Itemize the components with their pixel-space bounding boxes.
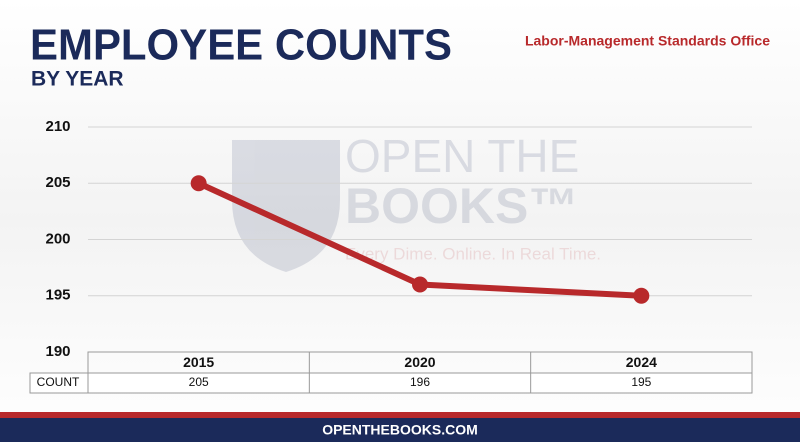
table-value: 195 <box>631 375 651 389</box>
point <box>190 175 207 192</box>
table-value: 196 <box>410 375 430 389</box>
table-row-label: COUNT <box>37 375 80 389</box>
source: Labor-Management Standards Office <box>525 33 770 49</box>
watermark-line2: BOOKS™ <box>345 178 578 234</box>
footer-bar <box>0 418 800 442</box>
y-tick-label: 195 <box>45 287 70 304</box>
y-tick-label: 190 <box>45 343 70 360</box>
footer-text: OPENTHEBOOKS.COM <box>322 422 478 438</box>
watermark-tagline: Every Dime. Online. In Real Time. <box>345 244 601 263</box>
x-tick-label: 2020 <box>404 354 435 370</box>
y-tick-label: 200 <box>45 230 70 247</box>
table-value: 205 <box>189 375 209 389</box>
watermark-line1: OPEN THE <box>345 130 579 182</box>
watermark: OPEN THE BOOKS™ Every Dime. Online. In R… <box>232 130 601 272</box>
chart-subtitle: BY YEAR <box>31 68 124 91</box>
point <box>633 287 650 304</box>
footer-stripe <box>0 412 800 418</box>
y-tick-label: 205 <box>45 174 70 191</box>
x-tick-label: 2015 <box>183 354 214 370</box>
x-tick-label: 2024 <box>626 354 657 370</box>
y-tick-label: 210 <box>45 118 70 135</box>
point <box>412 276 428 293</box>
chart-title: EMPLOYEE COUNTS <box>30 21 452 70</box>
